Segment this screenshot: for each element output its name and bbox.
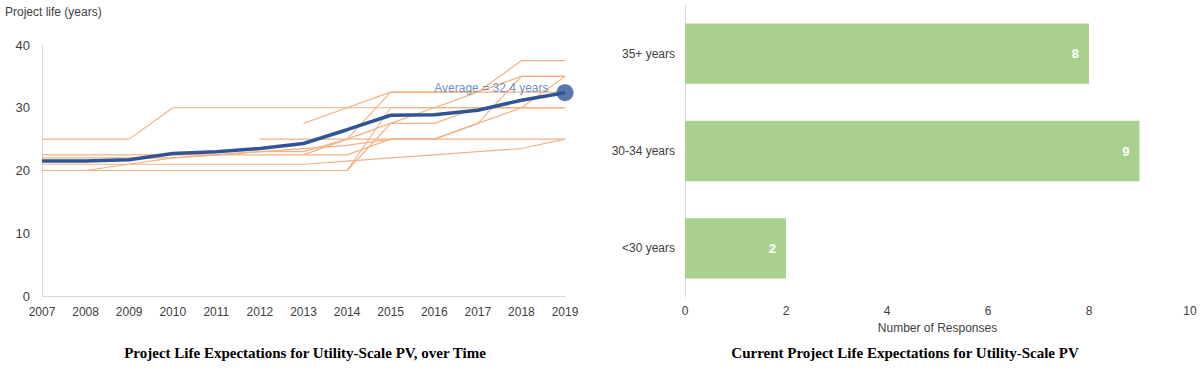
svg-text:2010: 2010 [159,305,186,319]
svg-text:2014: 2014 [334,305,361,319]
svg-text:Project life (years): Project life (years) [5,5,102,19]
svg-text:0: 0 [682,304,689,318]
svg-text:Number of Responses: Number of Responses [878,321,997,335]
svg-text:8: 8 [1086,304,1093,318]
svg-text:Average = 32.4 years: Average = 32.4 years [434,81,548,95]
svg-text:10: 10 [1183,304,1197,318]
svg-text:2007: 2007 [29,305,56,319]
svg-text:2: 2 [769,241,776,256]
svg-text:2019: 2019 [552,305,579,319]
svg-text:2011: 2011 [203,305,229,319]
svg-text:9: 9 [1122,144,1129,159]
svg-text:2013: 2013 [290,305,317,319]
svg-text:2008: 2008 [72,305,99,319]
svg-text:2016: 2016 [421,305,448,319]
svg-text:10: 10 [16,226,30,241]
svg-text:<30 years: <30 years [622,241,675,255]
svg-text:Project Life Expectations for: Project Life Expectations for Utility-Sc… [124,345,486,361]
svg-text:0: 0 [23,289,30,304]
svg-text:2: 2 [783,304,790,318]
svg-text:30-34 years: 30-34 years [612,144,675,158]
svg-text:2009: 2009 [116,305,143,319]
svg-text:Current Project Life Expectati: Current Project Life Expectations for Ut… [731,345,1079,361]
svg-text:2015: 2015 [377,305,404,319]
svg-text:4: 4 [884,304,891,318]
svg-text:8: 8 [1072,46,1079,61]
svg-text:35+ years: 35+ years [622,47,675,61]
svg-text:6: 6 [985,304,992,318]
svg-text:40: 40 [16,38,30,53]
svg-text:2017: 2017 [464,305,491,319]
svg-text:2012: 2012 [247,305,274,319]
svg-text:30: 30 [16,100,30,115]
svg-text:2018: 2018 [508,305,535,319]
svg-text:20: 20 [16,163,30,178]
